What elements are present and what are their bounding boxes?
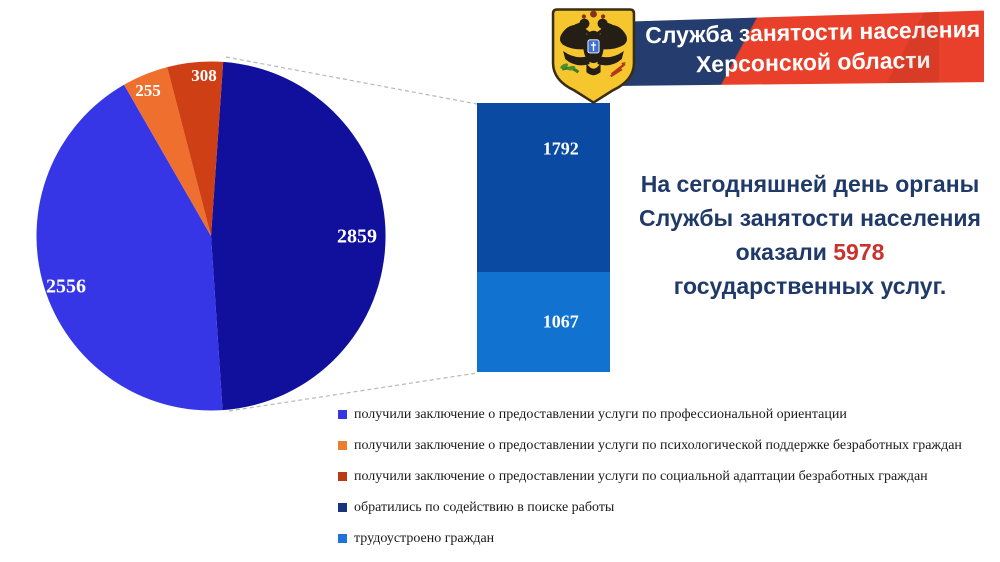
pie-value-label: 2556	[46, 275, 86, 298]
summary-line3: оказали 5978	[615, 235, 1000, 269]
pie-value-label: 255	[135, 81, 161, 100]
pie-value-label: 2859	[337, 225, 377, 248]
pie-slice-professional-orientation	[36, 84, 223, 411]
total-services-value: 5978	[833, 239, 885, 265]
legend-swatch-icon	[338, 534, 347, 543]
summary-text: На сегодняшней день органы Службы занято…	[615, 167, 1000, 303]
chart-legend: получили заключение о предоставлении усл…	[338, 407, 962, 562]
legend-item-job-search: обратились по содействию в поиске работы	[338, 500, 962, 531]
bar-segment-job-search: 1792	[477, 103, 610, 272]
pie-value-label: 308	[191, 66, 217, 85]
org-name-line1: Служба занятости населения	[644, 15, 981, 49]
legend-swatch-icon	[338, 441, 347, 450]
summary-line2: Службы занятости населения	[639, 205, 981, 231]
breakout-stacked-bar: 1792 1067	[477, 103, 610, 372]
legend-swatch-icon	[338, 472, 347, 481]
coat-of-arms-icon	[551, 8, 636, 105]
summary-line3-prefix: оказали	[735, 239, 834, 265]
summary-line4: государственных услуг.	[673, 273, 947, 299]
header-banner: Служба занятости населения Херсонской об…	[612, 10, 984, 86]
legend-label: обратились по содействию в поиске работы	[354, 500, 615, 515]
bar-segment-employed: 1067	[477, 272, 610, 372]
pie-chart	[36, 61, 386, 411]
legend-item-social-adaptation: получили заключение о предоставлении усл…	[338, 469, 962, 500]
legend-label: получили заключение о предоставлении усл…	[354, 469, 928, 484]
pie-slice-psychological-support	[124, 67, 211, 236]
legend-item-psychological-support: получили заключение о предоставлении усл…	[338, 438, 962, 469]
legend-swatch-icon	[338, 503, 347, 512]
org-name: Служба занятости населения Херсонской об…	[641, 14, 984, 81]
legend-label: получили заключение о предоставлении усл…	[354, 407, 847, 422]
legend-swatch-icon	[338, 410, 347, 419]
bar-value-label: 1792	[542, 138, 579, 159]
bar-value-label: 1067	[542, 311, 579, 332]
legend-item-professional-orientation: получили заключение о предоставлении усл…	[338, 407, 962, 438]
legend-item-employed: трудоустроено граждан	[338, 531, 962, 562]
legend-label: получили заключение о предоставлении усл…	[354, 438, 962, 453]
pie-slice-requested-job-search	[211, 61, 386, 411]
legend-label: трудоустроено граждан	[354, 531, 495, 546]
pie-slice-social-adaptation	[167, 61, 224, 236]
summary-line1: На сегодняшней день органы	[640, 171, 980, 197]
